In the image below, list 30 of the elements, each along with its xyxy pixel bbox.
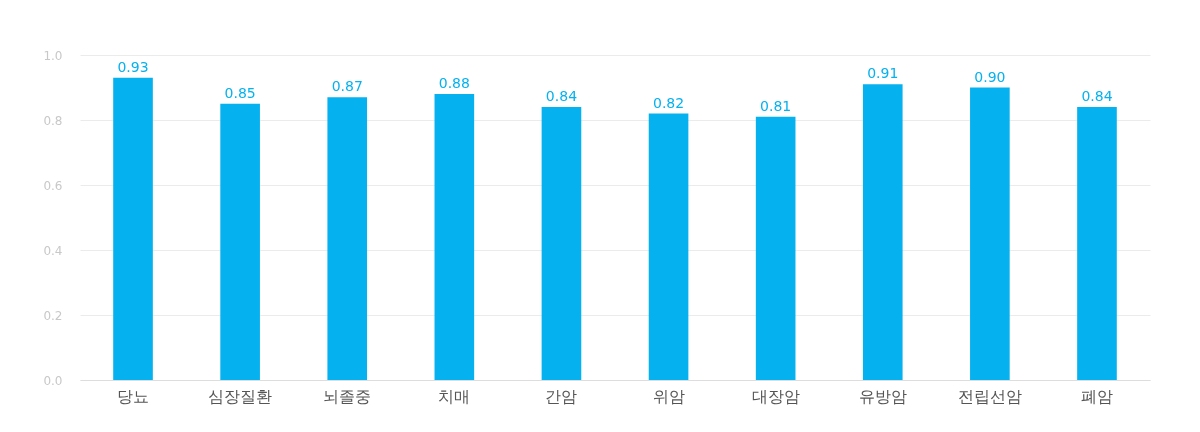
bar — [970, 87, 1010, 380]
x-tick-label: 뇌졸중 — [323, 386, 372, 406]
bar — [113, 77, 153, 380]
bar — [327, 97, 368, 380]
bar — [862, 84, 903, 380]
x-tick-label: 전립선암 — [957, 386, 1022, 406]
bar — [220, 103, 260, 380]
data-label: 0.93 — [117, 58, 149, 75]
data-label: 0.91 — [867, 65, 899, 82]
data-label: 0.85 — [224, 84, 256, 101]
x-tick-label: 치매 — [438, 386, 471, 406]
x-tick-label: 심장질환 — [208, 386, 273, 406]
data-label: 0.88 — [438, 75, 470, 91]
data-label: 0.84 — [545, 88, 578, 104]
data-label: 0.84 — [1081, 88, 1113, 104]
x-tick-label: 유방암 — [858, 386, 907, 406]
data-label: 0.82 — [652, 94, 685, 111]
x-tick-label: 대장암 — [751, 386, 800, 406]
bar — [1077, 107, 1117, 380]
x-tick-label: 간암 — [545, 386, 578, 406]
bar — [541, 107, 582, 380]
data-label: 0.87 — [331, 78, 363, 95]
data-label: 0.90 — [974, 68, 1006, 85]
bar — [648, 113, 689, 380]
x-tick-label: 폐암 — [1080, 386, 1113, 406]
data-label: 0.81 — [760, 97, 792, 114]
x-tick-label: 위암 — [652, 386, 685, 406]
bar — [434, 94, 475, 380]
x-tick-label: 당뇨 — [117, 386, 150, 406]
bar — [755, 116, 796, 380]
